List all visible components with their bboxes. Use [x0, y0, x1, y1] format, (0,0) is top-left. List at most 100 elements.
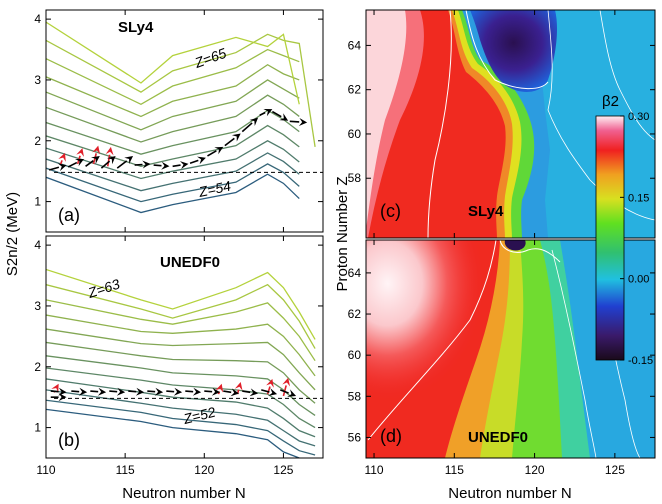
series-line	[46, 408, 303, 458]
black-arrow-shaft	[67, 161, 78, 168]
black-arrow-shaft	[241, 122, 253, 133]
black-arrow-head	[279, 113, 289, 121]
series-line	[46, 163, 300, 203]
series-line	[46, 355, 316, 416]
panel-a-model-label: SLy4	[118, 19, 154, 36]
panel-c-white-region	[366, 10, 407, 230]
y-tick-label: 62	[348, 83, 362, 97]
red-arrow-head	[76, 148, 84, 157]
panel-b-arrows	[50, 377, 297, 402]
x-tick-label: 120	[525, 463, 545, 477]
black-arrow-head	[214, 146, 224, 155]
colorbar-tick-label: -0.15	[628, 355, 653, 367]
black-arrow-head	[249, 388, 259, 397]
black-arrow-head	[58, 393, 67, 402]
black-arrow-head	[58, 387, 67, 396]
panel-a-z-bottom-label: Z=54	[196, 178, 232, 201]
colorbar: β2 0.30 0.15 0.00 -0.15	[595, 93, 653, 367]
series-line	[46, 33, 316, 147]
panel-d-frame	[365, 239, 656, 459]
black-arrow-shaft	[134, 163, 143, 166]
black-arrow-head	[161, 161, 170, 170]
series-line	[46, 328, 316, 391]
series-line	[46, 140, 300, 180]
right-x-axis-label: Neutron number N	[448, 485, 571, 502]
panel-d-contour-1	[499, 240, 561, 263]
panel-d-purple-spot	[504, 240, 526, 251]
panel-c-contour-2	[427, 10, 452, 238]
y-tick-label: 58	[348, 389, 362, 403]
series-line	[46, 48, 300, 106]
series-line	[46, 367, 316, 429]
red-arrow-shaft	[92, 153, 97, 165]
red-arrow-head	[215, 383, 224, 393]
black-arrow-shaft	[50, 390, 59, 393]
series-line	[46, 79, 300, 131]
panel-d-contour-3	[551, 249, 597, 458]
black-arrow-shaft	[204, 390, 213, 393]
black-arrow-head	[211, 387, 221, 396]
red-arrow-shaft	[266, 386, 271, 395]
panel-c-purple-region	[470, 10, 558, 92]
panel-b-z-top-label: Z=63	[85, 276, 122, 302]
red-arrow-shaft	[282, 385, 287, 397]
series-line	[46, 314, 316, 377]
x-tick-label: 125	[273, 463, 293, 477]
black-arrow-head	[135, 387, 145, 396]
panel-b: 110 115 120 125 1 2 3 4 UNEDF0 Z=63 Z=52 (b)	[34, 235, 324, 477]
black-arrow-shaft	[279, 389, 289, 394]
black-arrow-head	[230, 388, 240, 397]
panel-d-label: (d)	[380, 426, 402, 446]
panel-b-label: (b)	[58, 430, 80, 450]
black-arrow-head	[231, 133, 241, 142]
y-tick-label: 56	[348, 430, 362, 444]
red-arrow-head	[234, 381, 243, 391]
black-arrow-shaft	[166, 390, 175, 393]
black-arrow-shaft	[261, 389, 270, 393]
colorbar-tick-label: 0.15	[628, 192, 649, 204]
black-arrow-head	[124, 155, 134, 165]
panel-c-model-label: SLy4	[468, 203, 504, 220]
y-tick-label: 4	[34, 238, 41, 252]
panel-d-ticks: 110 115 120 125 56 58 60 62 64	[348, 240, 655, 477]
series-line	[46, 299, 316, 362]
black-arrow-shaft	[48, 166, 60, 171]
black-arrow-shaft	[224, 137, 235, 147]
colorbar-tick-label: 0.00	[628, 274, 649, 286]
y-tick-label: 2	[34, 360, 41, 374]
series-line	[46, 152, 300, 192]
black-arrow-head	[57, 163, 67, 172]
y-tick-label: 3	[34, 73, 41, 87]
panel-c-contour-1	[465, 10, 549, 89]
black-arrow-head	[75, 159, 84, 167]
series-line	[46, 341, 316, 404]
series-line	[46, 94, 300, 143]
black-arrow-shaft	[185, 390, 194, 393]
red-arrow-head	[58, 152, 66, 162]
black-arrow-head	[90, 155, 100, 164]
black-arrow-head	[197, 156, 206, 165]
black-arrow-shaft	[172, 164, 181, 168]
colorbar-ticks: 0.30 0.15 0.00 -0.15	[620, 111, 653, 367]
black-arrow-shaft	[147, 390, 156, 393]
right-y-axis-label: Proton Number Z	[334, 176, 351, 291]
black-arrow-shaft	[242, 390, 251, 394]
x-tick-label: 115	[445, 463, 464, 477]
black-arrow-shaft	[71, 390, 80, 393]
panel-a-ticks: 1 2 3 4	[34, 10, 323, 232]
left-x-axis-label: Neutron number N	[122, 485, 245, 502]
series-line	[46, 399, 316, 456]
y-tick-label: 4	[34, 12, 41, 26]
left-y-axis-label: S2n/2 (MeV)	[4, 192, 21, 276]
panel-d-white-region	[366, 240, 546, 458]
red-arrow-head	[92, 145, 101, 155]
y-tick-label: 60	[348, 348, 362, 362]
colorbar-tick-label: 0.30	[628, 111, 649, 123]
black-arrow-head	[268, 388, 278, 396]
series-line	[46, 21, 300, 105]
black-arrow-head	[142, 160, 151, 169]
panel-a-frame	[45, 9, 324, 233]
black-arrow-shaft	[271, 110, 282, 118]
panel-b-frame	[45, 235, 324, 459]
